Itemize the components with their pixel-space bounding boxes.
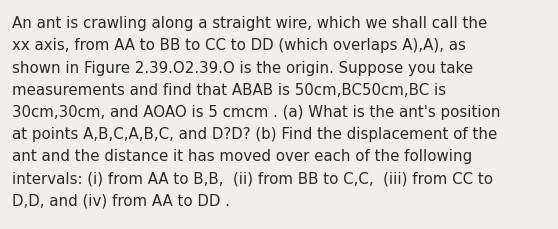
Text: An ant is crawling along a straight wire, which we shall call the
xx axis, from : An ant is crawling along a straight wire…: [12, 16, 501, 208]
